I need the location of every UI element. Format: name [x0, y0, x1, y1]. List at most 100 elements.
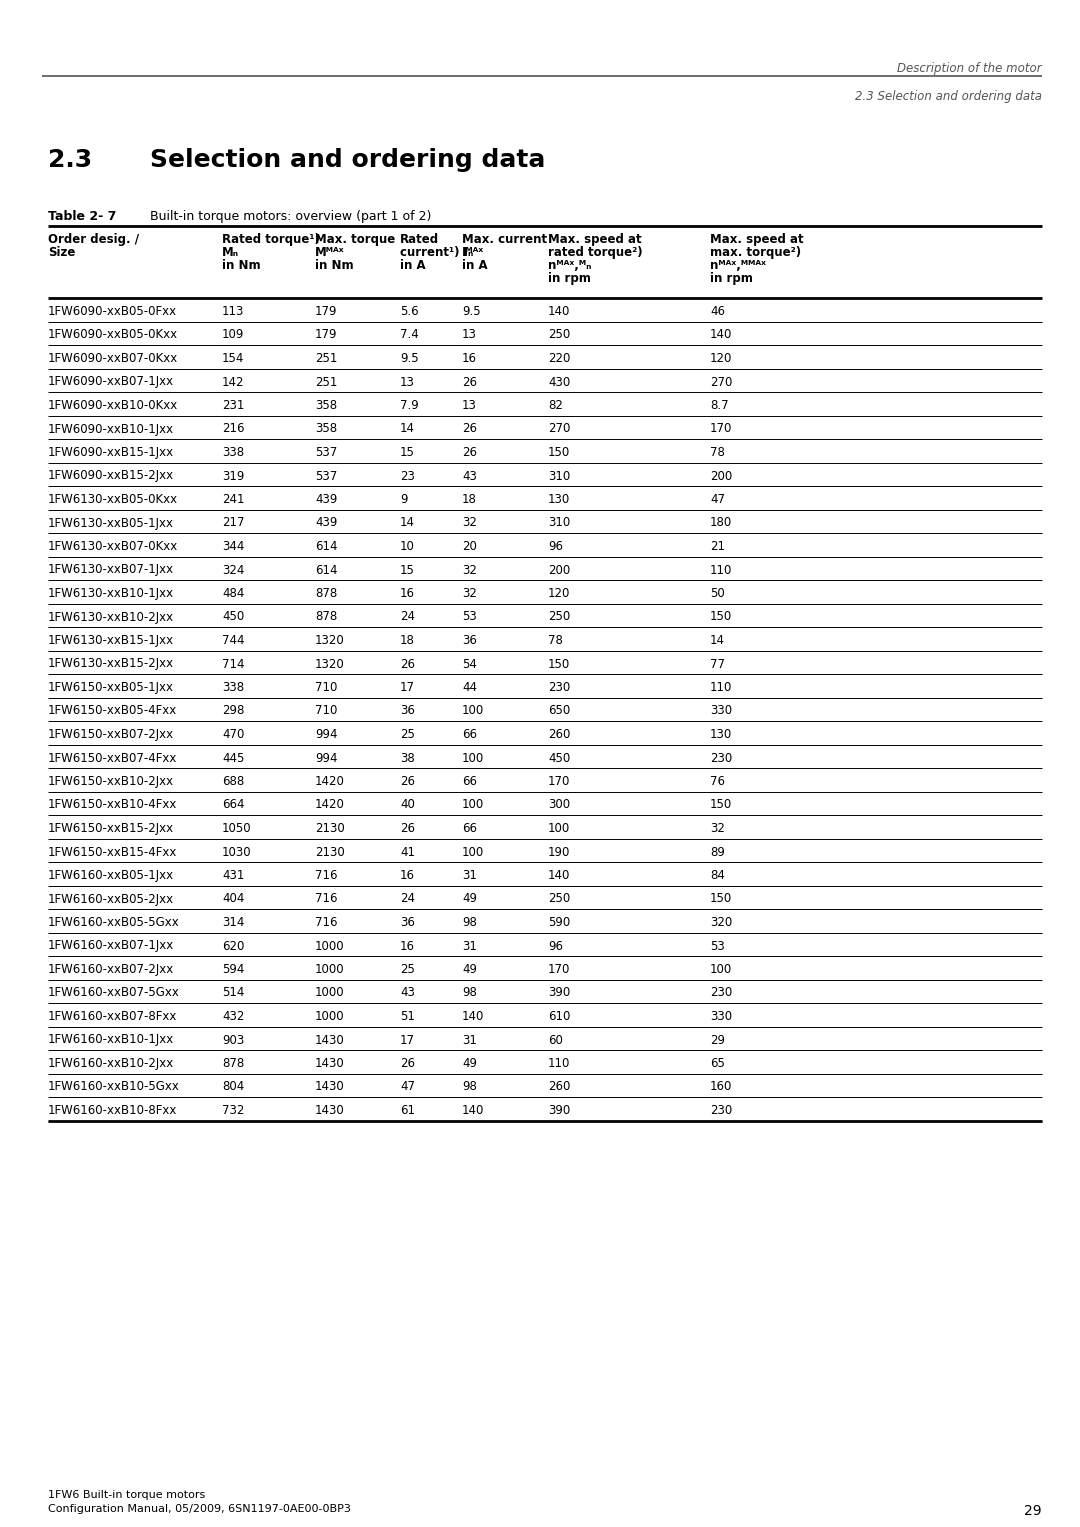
Text: 170: 170 [710, 423, 732, 435]
Text: 710: 710 [315, 681, 337, 693]
Text: 98: 98 [462, 916, 477, 928]
Text: 13: 13 [400, 376, 415, 388]
Text: 251: 251 [315, 353, 337, 365]
Text: 78: 78 [710, 446, 725, 460]
Text: 1FW6090-xxB15-1Jxx: 1FW6090-xxB15-1Jxx [48, 446, 174, 460]
Text: 1320: 1320 [315, 634, 345, 647]
Text: 710: 710 [315, 704, 337, 718]
Text: 1FW6130-xxB15-2Jxx: 1FW6130-xxB15-2Jxx [48, 658, 174, 670]
Text: 404: 404 [222, 892, 244, 906]
Text: 25: 25 [400, 728, 415, 741]
Text: 514: 514 [222, 986, 244, 1000]
Text: 1430: 1430 [315, 1034, 345, 1046]
Text: 1FW6090-xxB07-0Kxx: 1FW6090-xxB07-0Kxx [48, 353, 178, 365]
Text: 15: 15 [400, 446, 415, 460]
Text: 170: 170 [548, 964, 570, 976]
Text: 65: 65 [710, 1057, 725, 1070]
Text: nᴹᴬˣ,ᴹₙ: nᴹᴬˣ,ᴹₙ [548, 260, 592, 272]
Text: 1FW6160-xxB05-1Jxx: 1FW6160-xxB05-1Jxx [48, 869, 174, 883]
Text: 96: 96 [548, 541, 563, 553]
Text: 77: 77 [710, 658, 725, 670]
Text: Max. torque: Max. torque [315, 234, 395, 246]
Text: 1000: 1000 [315, 986, 345, 1000]
Text: 1FW6160-xxB07-1Jxx: 1FW6160-xxB07-1Jxx [48, 939, 174, 953]
Text: 1FW6130-xxB05-1Jxx: 1FW6130-xxB05-1Jxx [48, 516, 174, 530]
Text: 49: 49 [462, 892, 477, 906]
Text: 230: 230 [548, 681, 570, 693]
Text: 230: 230 [710, 1104, 732, 1116]
Text: 1FW6160-xxB10-5Gxx: 1FW6160-xxB10-5Gxx [48, 1081, 180, 1093]
Text: 49: 49 [462, 1057, 477, 1070]
Text: 13: 13 [462, 399, 477, 412]
Text: 714: 714 [222, 658, 244, 670]
Text: 1FW6160-xxB10-1Jxx: 1FW6160-xxB10-1Jxx [48, 1034, 174, 1046]
Text: 36: 36 [400, 704, 415, 718]
Text: Max. current: Max. current [462, 234, 548, 246]
Text: 314: 314 [222, 916, 244, 928]
Text: 47: 47 [400, 1081, 415, 1093]
Text: 100: 100 [462, 751, 484, 765]
Text: 270: 270 [548, 423, 570, 435]
Text: 76: 76 [710, 776, 725, 788]
Text: 8.7: 8.7 [710, 399, 729, 412]
Text: in Nm: in Nm [315, 260, 353, 272]
Text: 716: 716 [315, 869, 337, 883]
Text: 100: 100 [462, 704, 484, 718]
Text: 17: 17 [400, 681, 415, 693]
Text: 15: 15 [400, 563, 415, 577]
Text: 878: 878 [222, 1057, 244, 1070]
Text: 664: 664 [222, 799, 244, 811]
Text: 1FW6160-xxB07-5Gxx: 1FW6160-xxB07-5Gxx [48, 986, 180, 1000]
Text: 270: 270 [710, 376, 732, 388]
Text: 31: 31 [462, 869, 477, 883]
Text: 1FW6150-xxB10-2Jxx: 1FW6150-xxB10-2Jxx [48, 776, 174, 788]
Text: 110: 110 [548, 1057, 570, 1070]
Text: 1000: 1000 [315, 1009, 345, 1023]
Text: 109: 109 [222, 328, 244, 342]
Text: 250: 250 [548, 328, 570, 342]
Text: 1FW6130-xxB10-2Jxx: 1FW6130-xxB10-2Jxx [48, 611, 174, 623]
Text: 26: 26 [400, 1057, 415, 1070]
Text: 32: 32 [710, 822, 725, 835]
Text: 231: 231 [222, 399, 244, 412]
Text: 9.5: 9.5 [462, 305, 481, 318]
Text: 32: 32 [462, 586, 477, 600]
Text: 60: 60 [548, 1034, 563, 1046]
Text: 324: 324 [222, 563, 244, 577]
Text: 390: 390 [548, 986, 570, 1000]
Text: 878: 878 [315, 611, 337, 623]
Text: 804: 804 [222, 1081, 244, 1093]
Text: 16: 16 [400, 586, 415, 600]
Text: 32: 32 [462, 563, 477, 577]
Text: 53: 53 [710, 939, 725, 953]
Text: Mᴹᴬˣ: Mᴹᴬˣ [315, 246, 345, 260]
Text: 1FW6 Built-in torque motors: 1FW6 Built-in torque motors [48, 1490, 205, 1500]
Text: 113: 113 [222, 305, 244, 318]
Text: 1050: 1050 [222, 822, 252, 835]
Text: 688: 688 [222, 776, 244, 788]
Text: 7.4: 7.4 [400, 328, 419, 342]
Text: 110: 110 [710, 563, 732, 577]
Text: 31: 31 [462, 939, 477, 953]
Text: 1FW6160-xxB10-8Fxx: 1FW6160-xxB10-8Fxx [48, 1104, 177, 1116]
Text: 5.6: 5.6 [400, 305, 419, 318]
Text: 1FW6090-xxB10-0Kxx: 1FW6090-xxB10-0Kxx [48, 399, 178, 412]
Text: 1030: 1030 [222, 846, 252, 858]
Text: Built-in torque motors: overview (part 1 of 2): Built-in torque motors: overview (part 1… [150, 211, 431, 223]
Text: 190: 190 [548, 846, 570, 858]
Text: 2.3 Selection and ordering data: 2.3 Selection and ordering data [855, 90, 1042, 102]
Text: 1FW6150-xxB15-4Fxx: 1FW6150-xxB15-4Fxx [48, 846, 177, 858]
Text: Configuration Manual, 05/2009, 6SN1197-0AE00-0BP3: Configuration Manual, 05/2009, 6SN1197-0… [48, 1504, 351, 1513]
Text: 150: 150 [548, 658, 570, 670]
Text: 140: 140 [462, 1009, 484, 1023]
Text: 170: 170 [548, 776, 570, 788]
Text: 21: 21 [710, 541, 725, 553]
Text: 7.9: 7.9 [400, 399, 419, 412]
Text: in rpm: in rpm [710, 272, 753, 286]
Text: 29: 29 [1024, 1504, 1042, 1518]
Text: 10: 10 [400, 541, 415, 553]
Text: 470: 470 [222, 728, 244, 741]
Text: 251: 251 [315, 376, 337, 388]
Text: 1FW6150-xxB05-1Jxx: 1FW6150-xxB05-1Jxx [48, 681, 174, 693]
Text: 130: 130 [710, 728, 732, 741]
